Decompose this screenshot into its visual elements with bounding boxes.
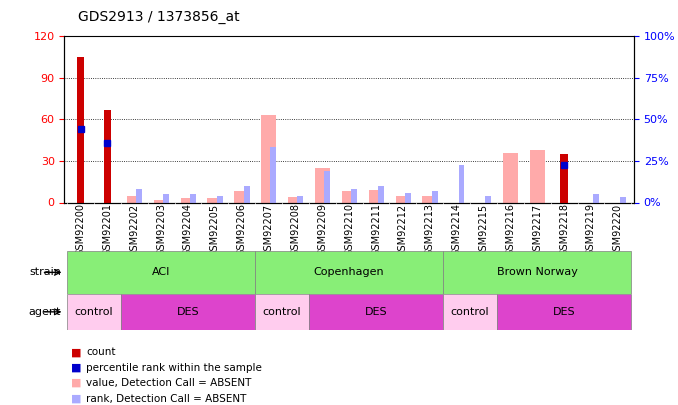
- Bar: [497, 294, 631, 330]
- Text: strain: strain: [29, 267, 61, 277]
- Bar: [136, 189, 142, 202]
- Text: GSM92212: GSM92212: [398, 203, 408, 257]
- Text: agent: agent: [28, 307, 61, 317]
- Bar: [163, 194, 169, 202]
- Text: value, Detection Call = ABSENT: value, Detection Call = ABSENT: [86, 378, 252, 388]
- Bar: [405, 193, 411, 202]
- Text: ■: ■: [71, 378, 81, 388]
- Text: GSM92202: GSM92202: [129, 203, 139, 257]
- Text: DES: DES: [177, 307, 199, 317]
- Bar: [593, 194, 599, 202]
- Bar: [288, 197, 303, 202]
- Text: rank, Detection Call = ABSENT: rank, Detection Call = ABSENT: [86, 394, 247, 403]
- Text: DES: DES: [365, 307, 387, 317]
- Bar: [378, 186, 384, 202]
- Text: GSM92218: GSM92218: [559, 203, 569, 256]
- Bar: [351, 189, 357, 202]
- Bar: [369, 190, 384, 202]
- Text: GSM92204: GSM92204: [183, 203, 193, 256]
- Text: GSM92215: GSM92215: [479, 203, 488, 257]
- Text: control: control: [75, 307, 113, 317]
- Text: Brown Norway: Brown Norway: [497, 267, 578, 277]
- Bar: [503, 153, 518, 202]
- Bar: [432, 192, 437, 202]
- Bar: [67, 294, 121, 330]
- Text: GSM92217: GSM92217: [532, 203, 542, 257]
- Bar: [620, 197, 626, 202]
- Text: ■: ■: [71, 347, 81, 357]
- Bar: [243, 186, 250, 202]
- Bar: [255, 294, 309, 330]
- Bar: [77, 57, 84, 202]
- Text: ■: ■: [71, 363, 81, 373]
- Text: Copenhagen: Copenhagen: [314, 267, 384, 277]
- Text: GSM92210: GSM92210: [344, 203, 354, 256]
- Bar: [127, 196, 142, 202]
- Bar: [154, 200, 169, 202]
- Text: GSM92219: GSM92219: [586, 203, 596, 256]
- Text: count: count: [86, 347, 116, 357]
- Bar: [180, 198, 195, 202]
- Bar: [443, 251, 631, 294]
- Text: GSM92214: GSM92214: [452, 203, 462, 256]
- Bar: [207, 198, 222, 202]
- Bar: [324, 171, 330, 202]
- Text: GDS2913 / 1373856_at: GDS2913 / 1373856_at: [78, 10, 239, 24]
- Bar: [422, 196, 437, 202]
- Text: control: control: [262, 307, 301, 317]
- Bar: [443, 294, 497, 330]
- Bar: [271, 147, 277, 202]
- Text: GSM92201: GSM92201: [102, 203, 113, 256]
- Bar: [235, 192, 249, 202]
- Bar: [255, 251, 443, 294]
- Bar: [530, 150, 544, 202]
- Text: ACI: ACI: [152, 267, 170, 277]
- Text: GSM92205: GSM92205: [210, 203, 220, 257]
- Text: GSM92220: GSM92220: [613, 203, 623, 257]
- Bar: [121, 294, 255, 330]
- Text: GSM92213: GSM92213: [424, 203, 435, 256]
- Text: GSM92208: GSM92208: [290, 203, 300, 256]
- Text: GSM92211: GSM92211: [371, 203, 381, 256]
- Text: GSM92216: GSM92216: [505, 203, 515, 256]
- Text: GSM92209: GSM92209: [317, 203, 327, 256]
- Bar: [315, 168, 330, 202]
- Bar: [560, 154, 568, 202]
- Bar: [395, 196, 410, 202]
- Text: GSM92206: GSM92206: [237, 203, 247, 256]
- Bar: [342, 192, 357, 202]
- Text: ■: ■: [71, 394, 81, 403]
- Bar: [309, 294, 443, 330]
- Bar: [67, 251, 255, 294]
- Bar: [485, 196, 492, 202]
- Text: DES: DES: [553, 307, 576, 317]
- Text: GSM92200: GSM92200: [75, 203, 85, 256]
- Bar: [458, 165, 464, 202]
- Text: percentile rank within the sample: percentile rank within the sample: [86, 363, 262, 373]
- Bar: [217, 196, 222, 202]
- Text: control: control: [451, 307, 490, 317]
- Bar: [298, 196, 303, 202]
- Text: GSM92203: GSM92203: [156, 203, 166, 256]
- Bar: [190, 194, 196, 202]
- Bar: [104, 110, 111, 202]
- Bar: [261, 115, 276, 202]
- Text: GSM92207: GSM92207: [264, 203, 274, 257]
